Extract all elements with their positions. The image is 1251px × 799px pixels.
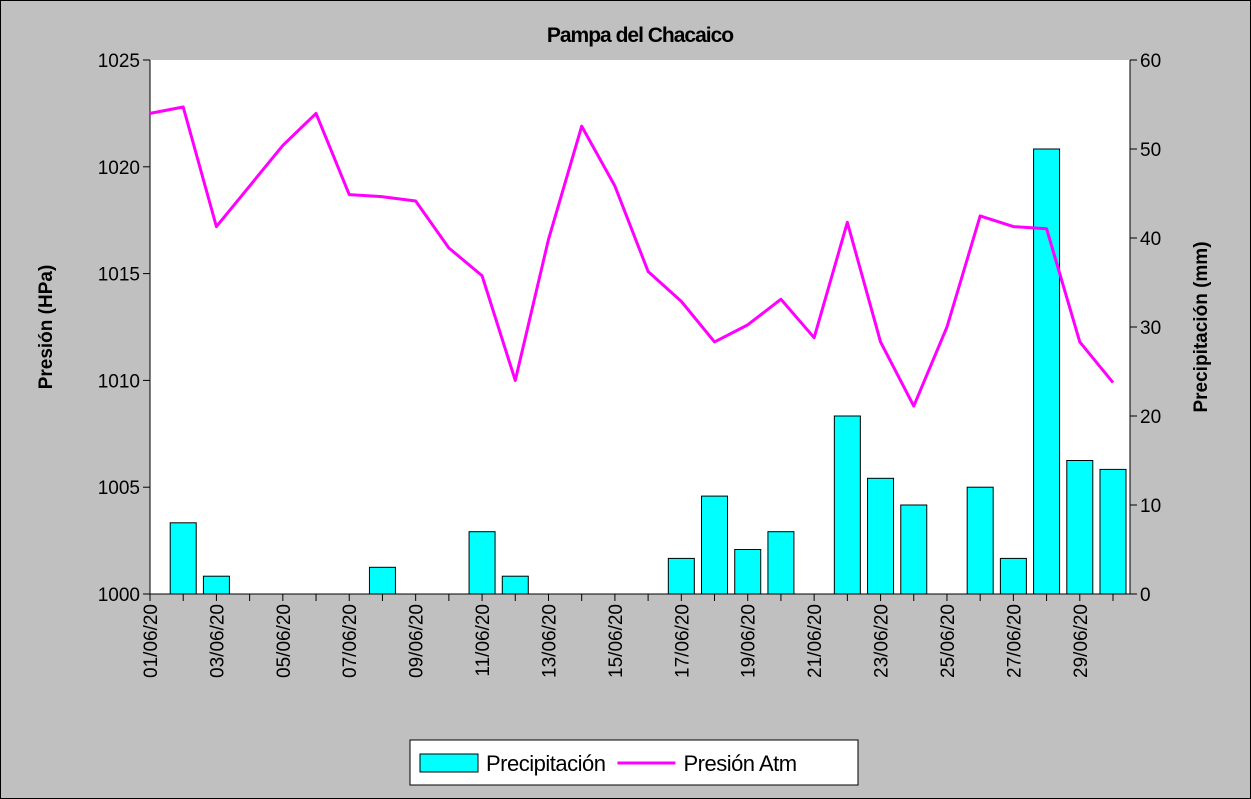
x-tick-label: 05/06/20: [274, 604, 295, 678]
bar: [867, 477, 895, 595]
y-tick-label: 1000: [98, 585, 140, 606]
x-tick-label: 19/06/20: [739, 604, 760, 678]
x-tick-label: 23/06/20: [872, 604, 893, 678]
plot-area: [150, 60, 1130, 594]
x-tick-label: 07/06/20: [340, 604, 361, 678]
bar: [368, 566, 396, 595]
legend-swatch: [419, 753, 479, 773]
y2-tick-label: 50: [1140, 140, 1161, 161]
x-tick-label: 01/06/20: [141, 604, 162, 678]
x-tick-label: 17/06/20: [672, 604, 693, 678]
y-tick-label: 1005: [98, 478, 140, 499]
bar: [734, 549, 762, 595]
x-tick-label: 03/06/20: [207, 604, 228, 678]
legend-label: Presión Atm: [683, 751, 796, 776]
line: [149, 105, 1115, 408]
bar: [767, 531, 795, 595]
bar: [701, 495, 729, 595]
bar: [966, 486, 994, 595]
bar: [999, 557, 1027, 595]
bar: [1066, 460, 1094, 595]
bar: [833, 415, 861, 595]
x-tick-label: 15/06/20: [606, 604, 627, 678]
y-tick-label: 1020: [98, 158, 140, 179]
y-tick-label: 1015: [98, 265, 140, 286]
bar: [1099, 468, 1127, 595]
y2-tick-label: 20: [1140, 407, 1161, 428]
bar: [667, 557, 695, 595]
bar: [900, 504, 928, 595]
bar: [202, 575, 230, 595]
x-tick-label: 27/06/20: [1004, 604, 1025, 678]
y2-tick-label: 40: [1140, 229, 1161, 250]
bar: [1033, 148, 1061, 595]
y-tick-label: 1010: [98, 371, 140, 392]
legend-label: Precipitación: [486, 751, 605, 776]
x-tick-label: 29/06/20: [1071, 604, 1092, 678]
y2-axis-label: Precipitación (mm): [1191, 241, 1212, 412]
y-tick-label: 1025: [98, 51, 140, 72]
x-tick-label: 13/06/20: [539, 604, 560, 678]
chart-title: Pampa del Chacaico: [547, 24, 733, 47]
y2-tick-label: 30: [1140, 318, 1161, 339]
y2-tick-label: 60: [1140, 51, 1161, 72]
x-tick-label: 21/06/20: [805, 604, 826, 678]
y2-tick-label: 0: [1140, 585, 1151, 606]
y-axis-label: Presión (HPa): [36, 265, 57, 390]
x-tick-label: 09/06/20: [407, 604, 428, 678]
x-tick-label: 11/06/20: [473, 604, 494, 677]
bar: [169, 522, 197, 595]
bar: [501, 575, 529, 595]
x-tick-label: 25/06/20: [938, 604, 959, 678]
bar: [468, 531, 496, 595]
y2-tick-label: 10: [1140, 496, 1161, 517]
